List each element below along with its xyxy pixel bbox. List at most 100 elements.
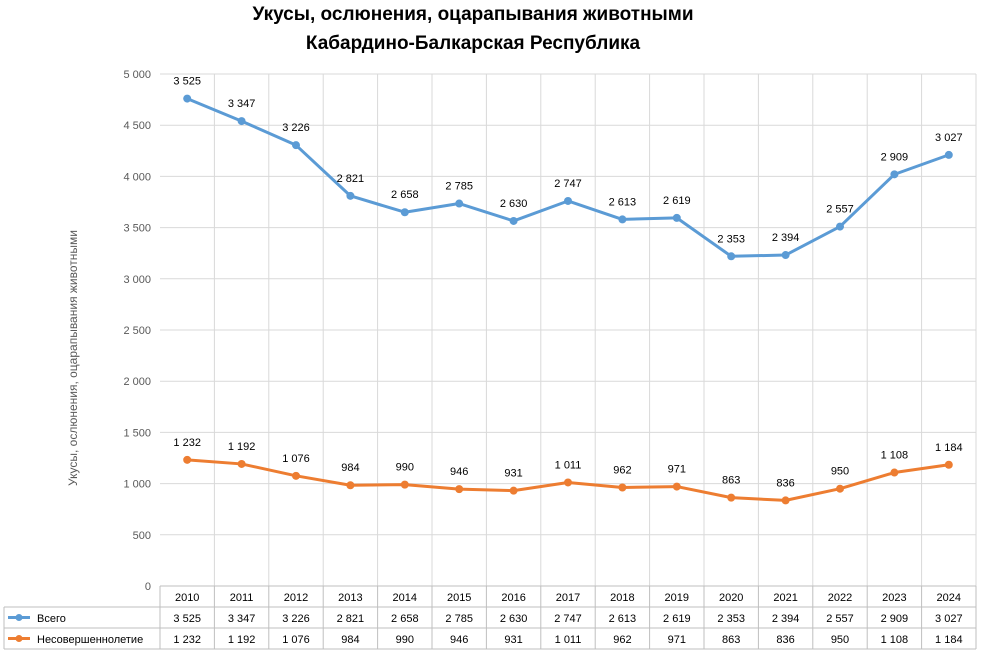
data-point: [400, 480, 409, 489]
data-point: [183, 94, 192, 103]
x-category-label: 2011: [230, 592, 254, 604]
data-point: [781, 496, 790, 505]
data-table: 2010 2011 2012 2013 2014 2015 2016 2017 2018 2019…: [3, 585, 977, 650]
y-tick-label: 4 000: [123, 171, 151, 183]
data-point: [890, 468, 899, 477]
series-lines: 3 525 3 347 3 226 2 821 2 658 2 785 2 630 2 747…: [173, 76, 963, 505]
table-cell: 2 353: [717, 613, 745, 625]
x-category-label: 2020: [719, 592, 743, 604]
data-label: 984: [341, 462, 359, 474]
data-label: 946: [450, 466, 468, 478]
data-label: 1 232: [173, 437, 201, 449]
legend-series-name: Несовершеннолетие: [37, 634, 143, 646]
data-point: [890, 170, 899, 179]
data-label: 2 353: [717, 233, 745, 245]
data-label: 990: [396, 462, 414, 474]
x-category-label: 2015: [447, 592, 471, 604]
table-cell: 1 232: [173, 634, 201, 646]
data-point: [346, 191, 355, 200]
y-tick-label: 3 500: [123, 223, 151, 235]
table-cell: 2 557: [826, 613, 854, 625]
data-point: [346, 481, 355, 490]
table-cell: 990: [396, 634, 414, 646]
table-cell: 2 658: [391, 613, 419, 625]
data-label: 1 076: [282, 453, 310, 465]
gridlines: [160, 73, 977, 586]
table-cell: 984: [341, 634, 359, 646]
data-label: 1 108: [881, 450, 909, 462]
data-label: 2 909: [881, 151, 909, 163]
x-category-label: 2022: [828, 592, 852, 604]
data-label: 2 630: [500, 198, 528, 210]
data-point: [836, 222, 844, 231]
data-point: [672, 213, 681, 222]
data-label: 3 226: [282, 122, 310, 134]
data-point: [292, 141, 300, 150]
legend-marker: [15, 614, 23, 621]
data-label: 1 184: [935, 442, 963, 454]
table-cell: 946: [450, 634, 468, 646]
table-cell: 2 630: [500, 613, 528, 625]
table-cell: 3 347: [228, 613, 256, 625]
table-cell: 950: [831, 634, 849, 646]
table-cell: 2 747: [554, 613, 582, 625]
data-point: [727, 493, 736, 502]
data-label: 3 347: [228, 98, 256, 110]
table-cell: 3 525: [173, 613, 201, 625]
y-tick-label: 1 000: [123, 479, 151, 491]
y-tick-label: 500: [133, 530, 151, 542]
data-label: 2 394: [772, 232, 800, 244]
x-category-label: 2016: [501, 592, 525, 604]
data-point: [564, 196, 572, 205]
data-label: 2 747: [554, 178, 582, 190]
x-category-label: 2021: [773, 592, 797, 604]
data-point: [237, 459, 246, 468]
data-label: 962: [613, 464, 631, 476]
table-cell: 2 613: [609, 613, 637, 625]
data-label: 931: [504, 468, 522, 480]
data-point: [618, 483, 627, 492]
table-cell: 836: [776, 634, 794, 646]
data-label: 3 027: [935, 132, 963, 144]
data-label: 1 011: [555, 459, 582, 471]
data-point: [672, 482, 681, 491]
table-cell: 3 226: [282, 613, 310, 625]
table-cell: 1 184: [935, 634, 963, 646]
table-cell: 1 076: [282, 634, 310, 646]
data-label: 2 557: [826, 204, 854, 216]
data-label: 2 658: [391, 189, 419, 201]
legend-marker: [15, 635, 23, 642]
chart-title-line-2: Кабардино-Балкарская Республика: [305, 33, 641, 54]
table-cell: 2 821: [337, 613, 365, 625]
table-cell: 2 394: [772, 613, 800, 625]
data-label: 836: [776, 477, 794, 489]
y-tick-label: 2 500: [123, 325, 151, 337]
data-label: 1 192: [228, 441, 256, 453]
x-category-label: 2023: [882, 592, 906, 604]
table-cell: 863: [722, 634, 740, 646]
data-point: [183, 455, 192, 464]
series-nesovershennoletie: 1 232 1 192 1 076 984 990 946 931 1 011 962 971 86…: [173, 437, 963, 505]
y-tick-label: 1 500: [123, 427, 151, 439]
table-cell: 1 108: [881, 634, 909, 646]
data-label: 2 821: [337, 173, 365, 185]
data-point: [455, 485, 464, 494]
table-cell: 3 027: [935, 613, 963, 625]
data-point: [400, 208, 409, 217]
x-category-label: 2013: [338, 592, 362, 604]
data-label: 863: [722, 475, 740, 487]
legend-series-name: Всего: [37, 613, 66, 625]
chart-title-line-1: Укусы, ослюнения, оцарапывания животными: [252, 4, 694, 25]
y-tick-label: 2 000: [123, 376, 151, 388]
x-category-label: 2010: [175, 592, 199, 604]
table-cell: 2 909: [881, 613, 909, 625]
data-label: 2 619: [663, 195, 691, 207]
data-point: [944, 150, 953, 159]
data-label: 971: [668, 464, 686, 476]
table-cell: 971: [668, 634, 686, 646]
data-point: [944, 460, 953, 469]
table-cell: 1 011: [555, 634, 582, 646]
data-label: 3 525: [173, 76, 201, 88]
data-label: 2 613: [609, 196, 637, 208]
